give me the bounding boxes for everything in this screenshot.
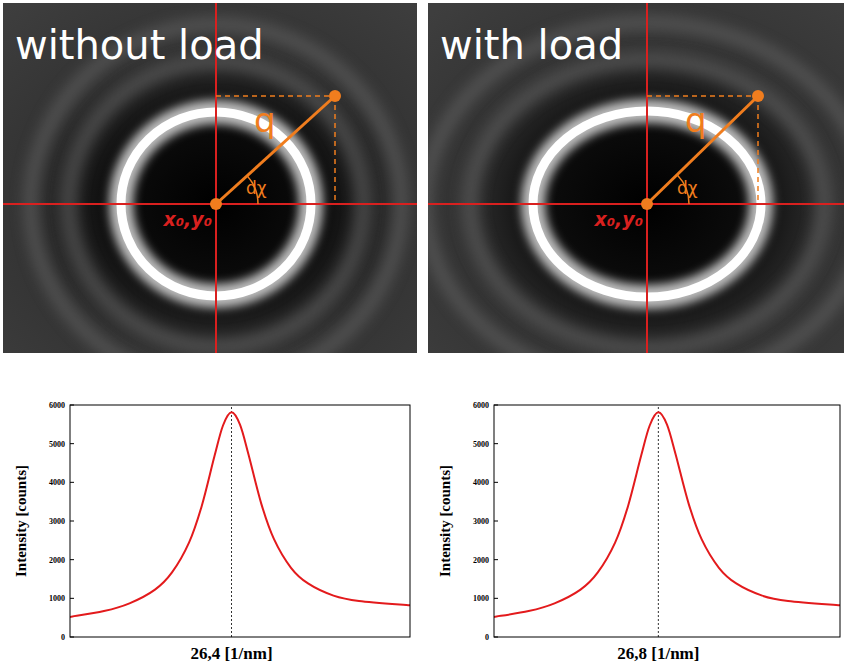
x-tick-line	[231, 405, 232, 637]
y-tick	[494, 598, 498, 599]
y-tick	[70, 443, 74, 444]
x-tick-label: 26,4 [1/nm]	[190, 644, 272, 663]
angle-label: dχ	[246, 178, 267, 198]
y-tick-label: 0	[485, 633, 489, 642]
center-label: x₀,y₀	[593, 208, 643, 230]
y-tick-label: 2000	[473, 556, 489, 565]
y-tick-label: 4000	[49, 478, 65, 487]
y-tick-label: 1000	[49, 594, 65, 603]
y-tick-label: 2000	[49, 556, 65, 565]
center-label: x₀,y₀	[162, 208, 212, 230]
y-tick-label: 4000	[473, 478, 489, 487]
q-vector	[216, 96, 335, 204]
peak-curve	[70, 412, 410, 617]
plot-data	[494, 412, 840, 617]
peak-plot: 0 1000 2000 3000 4000 5000 6000 26,8 [1/nm] Inte…	[437, 401, 840, 663]
panel-title: without load	[15, 22, 264, 68]
crosshair	[428, 203, 844, 205]
peak-curve	[494, 412, 840, 617]
y-tick	[70, 482, 74, 483]
y-tick-label: 3000	[49, 517, 65, 526]
q-point	[329, 90, 341, 102]
crosshair	[646, 3, 648, 353]
panel-title: with load	[440, 22, 623, 68]
image-content	[428, 3, 844, 353]
y-axis-title: Intensity [counts]	[13, 465, 29, 577]
y-axis-title: Intensity [counts]	[437, 465, 453, 577]
q-label: q	[685, 100, 707, 140]
y-tick-label: 6000	[49, 401, 65, 410]
y-tick	[494, 521, 498, 522]
plot-data	[70, 412, 410, 617]
plot-frame	[70, 405, 410, 637]
x-tick-line	[658, 405, 659, 637]
angle-label: dχ	[677, 178, 698, 198]
x-tick-label: 26,8 [1/nm]	[617, 644, 699, 663]
y-tick-label: 5000	[49, 440, 65, 449]
projection	[216, 95, 335, 97]
q-label: q	[254, 100, 276, 140]
y-tick	[70, 598, 74, 599]
diffraction-image: without load q dχ x₀,y₀	[3, 3, 417, 383]
y-tick-label: 1000	[473, 594, 489, 603]
q-point	[752, 90, 764, 102]
y-tick-label: 0	[61, 633, 65, 642]
y-tick-label: 5000	[473, 440, 489, 449]
y-tick-label: 6000	[473, 401, 489, 410]
peak-plot: 0 1000 2000 3000 4000 5000 6000 26,4 [1/nm] Inte…	[13, 401, 410, 663]
y-tick-label: 3000	[473, 517, 489, 526]
y-tick	[494, 443, 498, 444]
plot-frame	[494, 405, 840, 637]
y-tick	[494, 482, 498, 483]
image-content	[3, 3, 417, 353]
y-tick	[70, 521, 74, 522]
y-tick	[494, 559, 498, 560]
q-vector	[647, 96, 758, 204]
figure: without load q dχ x₀,y₀ with load q dχ x₀,y₀ 0 10…	[0, 0, 849, 669]
projection	[334, 96, 336, 204]
projection	[647, 95, 758, 97]
projection	[757, 96, 759, 204]
diffraction-image: with load q dχ x₀,y₀	[425, 3, 849, 385]
y-tick	[70, 559, 74, 560]
outer-ring	[428, 23, 844, 353]
